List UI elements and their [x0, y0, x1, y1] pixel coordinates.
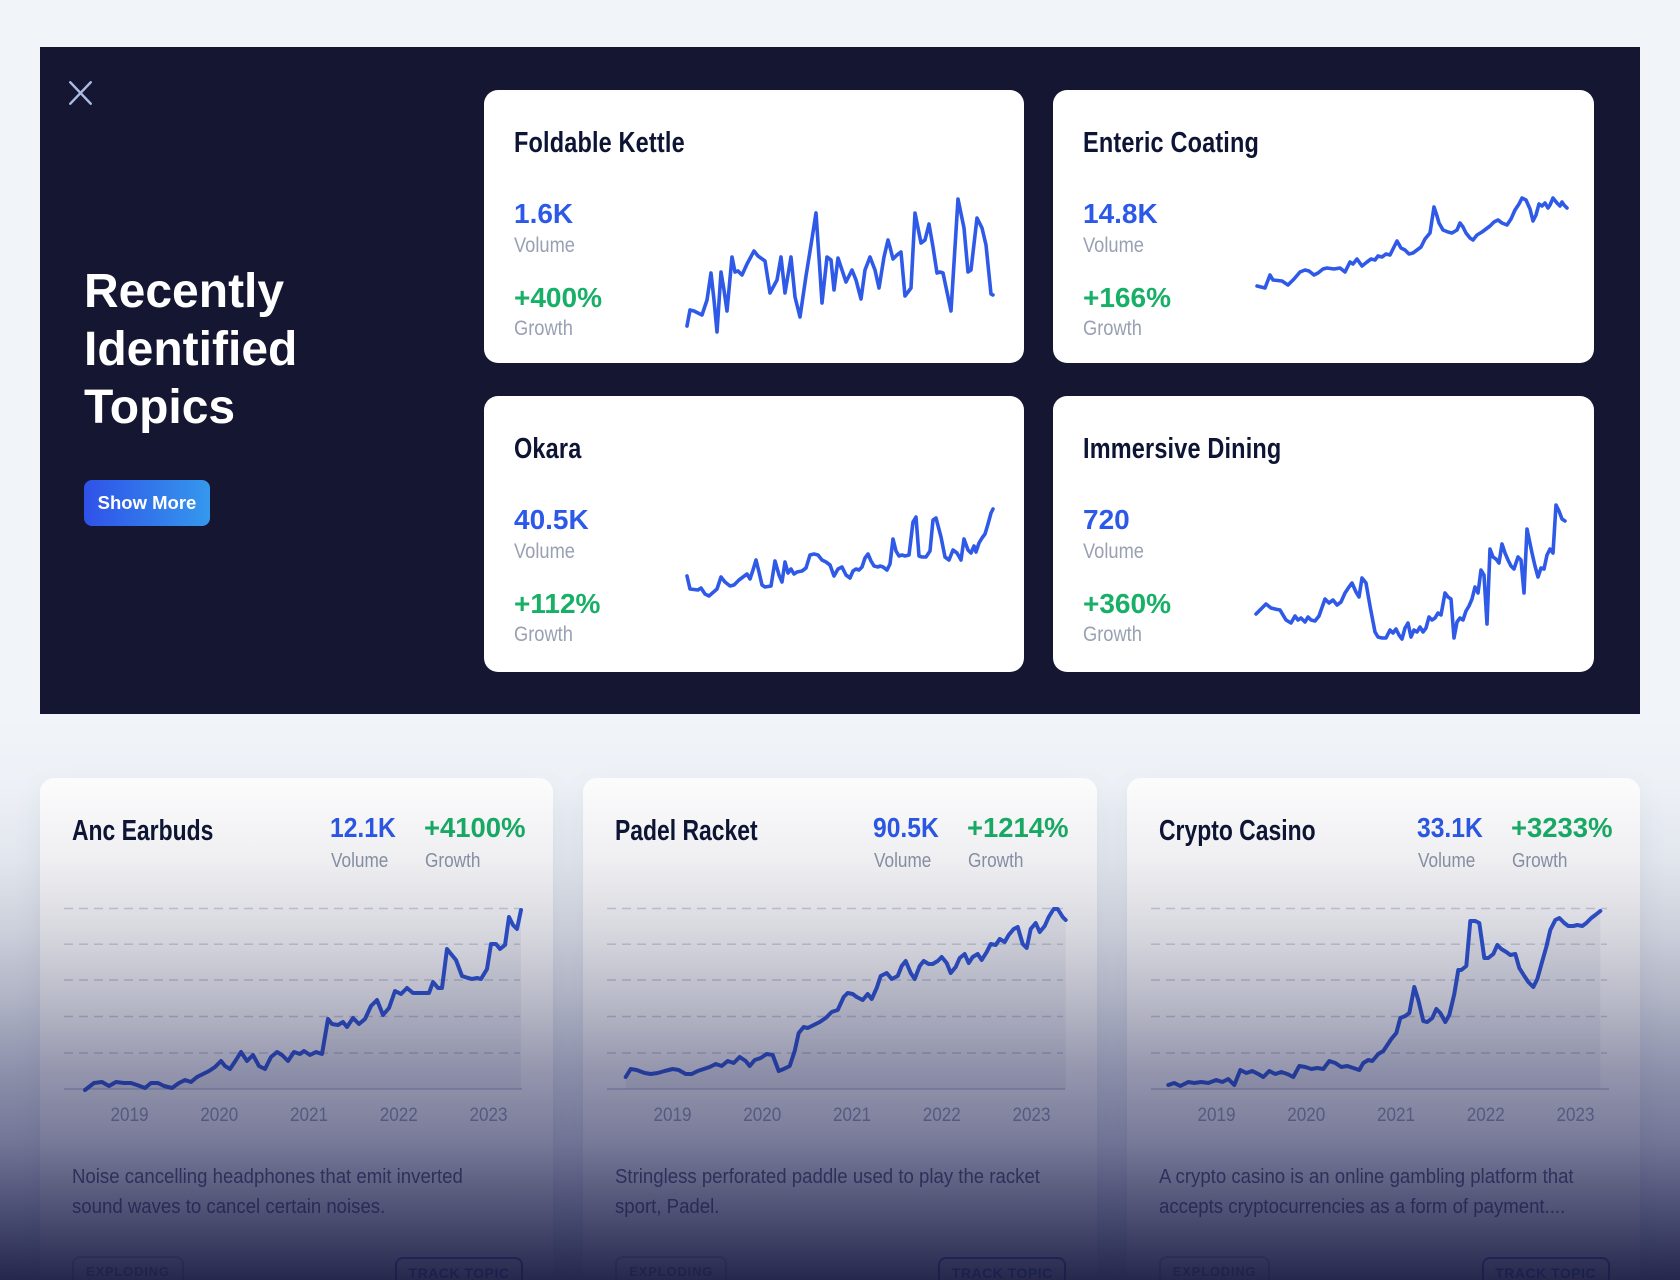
svg-text:2022: 2022: [380, 1105, 418, 1126]
svg-text:2020: 2020: [1287, 1105, 1325, 1126]
svg-text:2021: 2021: [290, 1105, 328, 1126]
svg-text:2019: 2019: [1197, 1105, 1235, 1126]
svg-text:2019: 2019: [654, 1105, 692, 1126]
svg-text:2023: 2023: [1556, 1105, 1594, 1126]
svg-text:2021: 2021: [833, 1105, 871, 1126]
svg-text:2020: 2020: [200, 1105, 238, 1126]
svg-text:2023: 2023: [1013, 1105, 1051, 1126]
svg-text:2022: 2022: [1466, 1105, 1504, 1126]
svg-text:2019: 2019: [111, 1105, 149, 1126]
svg-text:2020: 2020: [744, 1105, 782, 1126]
svg-text:2022: 2022: [923, 1105, 961, 1126]
svg-text:2021: 2021: [1377, 1105, 1415, 1126]
svg-text:2023: 2023: [470, 1105, 508, 1126]
